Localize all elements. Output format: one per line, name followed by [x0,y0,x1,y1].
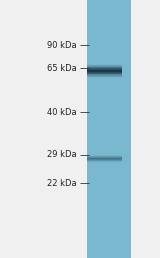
Bar [87,70,122,71]
Bar [87,66,122,67]
Bar [87,68,122,69]
Bar [87,0,131,258]
Text: 29 kDa: 29 kDa [47,150,77,159]
Bar [87,159,122,160]
Bar [87,77,122,78]
Bar [87,156,122,157]
Bar [87,160,122,161]
Bar [87,155,122,156]
Bar [87,69,122,70]
Bar [87,72,122,73]
Bar [87,71,122,72]
Text: 65 kDa: 65 kDa [47,64,77,73]
Text: 22 kDa: 22 kDa [47,179,77,188]
Bar [87,64,122,65]
Bar [87,162,122,163]
Text: 40 kDa: 40 kDa [47,108,77,117]
Bar [87,65,122,66]
Bar [87,74,122,75]
Bar [87,158,122,159]
Bar [87,67,122,68]
Bar [87,161,122,162]
Text: 90 kDa: 90 kDa [47,41,77,50]
Bar [87,75,122,76]
Bar [87,157,122,158]
Bar [87,76,122,77]
Bar [87,73,122,74]
